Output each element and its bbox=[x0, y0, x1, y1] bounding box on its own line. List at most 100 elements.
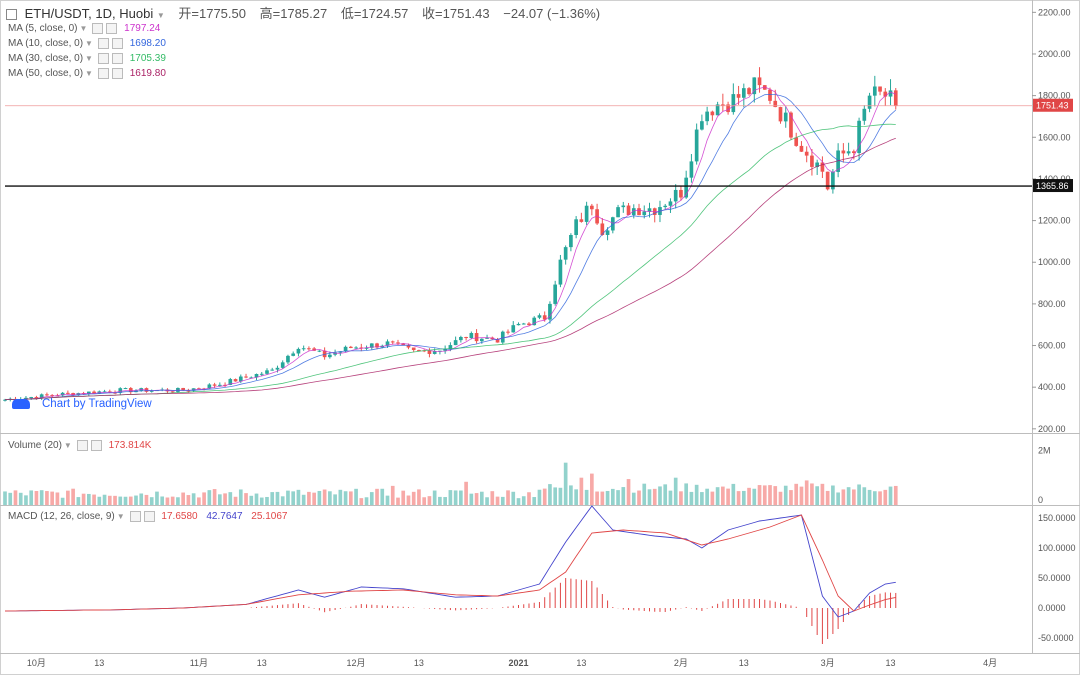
candle bbox=[118, 388, 123, 393]
volume-bar bbox=[474, 493, 479, 505]
ma10-legend[interactable]: MA (10, close, 0) ▼ 1698.20 bbox=[8, 38, 166, 49]
close-icon[interactable] bbox=[111, 38, 123, 49]
volume-bar bbox=[852, 489, 856, 505]
candle bbox=[621, 205, 626, 208]
ma5-label: MA (5, close, 0) bbox=[8, 23, 78, 35]
volume-bar bbox=[453, 490, 458, 505]
volume-bar bbox=[810, 483, 814, 505]
chevron-down-icon[interactable]: ▼ bbox=[63, 441, 72, 451]
ma10-label: MA (10, close, 0) bbox=[8, 38, 84, 50]
volume-bar bbox=[626, 479, 631, 505]
candle bbox=[432, 351, 437, 354]
horizontal-level-label: 1365.86 bbox=[1036, 181, 1069, 191]
candle bbox=[34, 397, 39, 399]
candle bbox=[679, 189, 683, 198]
volume-bar bbox=[333, 494, 337, 505]
candle bbox=[369, 343, 374, 348]
candle bbox=[516, 323, 521, 326]
close-icon[interactable] bbox=[143, 511, 155, 522]
settings-icon[interactable] bbox=[97, 68, 109, 79]
volume-bar bbox=[322, 489, 327, 505]
candle bbox=[453, 340, 458, 346]
candle bbox=[893, 90, 898, 106]
volume-bar bbox=[762, 485, 767, 505]
candle bbox=[479, 338, 484, 342]
candle bbox=[783, 112, 788, 122]
chevron-down-icon[interactable]: ▼ bbox=[85, 69, 93, 79]
volume-bar bbox=[820, 483, 825, 505]
close-icon[interactable] bbox=[111, 53, 123, 64]
candle bbox=[548, 303, 552, 320]
candle bbox=[427, 350, 432, 354]
candle bbox=[259, 373, 264, 375]
close-icon[interactable] bbox=[90, 440, 102, 451]
volume-bar bbox=[60, 497, 65, 505]
chevron-down-icon[interactable]: ▼ bbox=[116, 512, 125, 522]
volume-bar bbox=[694, 484, 699, 505]
candle bbox=[804, 151, 809, 156]
ma5-legend[interactable]: MA (5, close, 0) ▼ 1797.24 bbox=[8, 23, 160, 34]
low-value: 低=1724.57 bbox=[340, 6, 409, 21]
candle bbox=[244, 376, 248, 378]
ma30-legend[interactable]: MA (30, close, 0) ▼ 1705.39 bbox=[8, 53, 166, 64]
ma30-label: MA (30, close, 0) bbox=[8, 53, 84, 65]
tradingview-watermark[interactable]: Chart by TradingView bbox=[12, 398, 152, 410]
volume-bar bbox=[705, 488, 709, 505]
chevron-down-icon[interactable]: ▼ bbox=[79, 24, 88, 34]
settings-icon[interactable] bbox=[97, 38, 109, 49]
candle bbox=[773, 100, 778, 108]
volume-bar bbox=[595, 491, 599, 505]
volume-legend[interactable]: Volume (20) ▼ 173.814K bbox=[8, 440, 151, 451]
volume-bar bbox=[328, 491, 332, 505]
chevron-down-icon[interactable]: ▼ bbox=[85, 39, 93, 49]
volume-bar bbox=[799, 486, 804, 505]
volume-bar bbox=[233, 496, 238, 505]
macd-legend[interactable]: MACD (12, 26, close, 9) ▼ 17.6580 42.7647… bbox=[8, 511, 287, 522]
volume-bar bbox=[123, 496, 128, 505]
settings-icon[interactable] bbox=[92, 23, 104, 34]
signal-line bbox=[4, 514, 896, 612]
macd-label: MACD (12, 26, close, 9) bbox=[8, 511, 115, 523]
candle bbox=[558, 259, 563, 285]
settings-icon[interactable] bbox=[97, 53, 109, 64]
chevron-down-icon[interactable]: ▼ bbox=[85, 54, 93, 64]
volume-bar bbox=[259, 497, 264, 505]
volume-bar bbox=[348, 491, 353, 505]
volume-bar bbox=[726, 488, 730, 505]
ma50-legend[interactable]: MA (50, close, 0) ▼ 1619.80 bbox=[8, 68, 166, 79]
candle bbox=[474, 333, 479, 342]
volume-bar bbox=[495, 496, 500, 505]
macd-line bbox=[4, 505, 896, 618]
volume-bar bbox=[39, 490, 44, 505]
close-icon[interactable] bbox=[106, 23, 118, 34]
x-tick-label: 2月 bbox=[674, 658, 688, 668]
candle bbox=[736, 94, 741, 98]
volume-bar bbox=[24, 495, 28, 505]
symbol-label[interactable]: ETH/USDT, 1D, Huobi bbox=[24, 6, 154, 21]
candle bbox=[186, 390, 191, 392]
volume-bar bbox=[783, 485, 788, 505]
volume-bar bbox=[642, 483, 647, 505]
candle bbox=[831, 171, 835, 190]
candle bbox=[102, 391, 107, 393]
volume-bar bbox=[375, 488, 379, 505]
settings-icon[interactable] bbox=[76, 440, 88, 451]
candle bbox=[631, 208, 636, 216]
volume-bar bbox=[668, 490, 673, 505]
volume-bar bbox=[155, 491, 159, 505]
ma10-line bbox=[4, 93, 897, 401]
volume-bar bbox=[406, 495, 411, 505]
candle bbox=[364, 347, 369, 349]
settings-icon[interactable] bbox=[129, 511, 141, 522]
candle bbox=[280, 362, 285, 368]
candle bbox=[637, 208, 641, 216]
candle bbox=[254, 373, 259, 378]
volume-bar bbox=[265, 496, 269, 505]
chevron-down-icon[interactable]: ▼ bbox=[156, 11, 165, 20]
close-icon[interactable] bbox=[111, 68, 123, 79]
x-tick-label: 13 bbox=[886, 658, 896, 668]
volume-bar bbox=[396, 497, 400, 505]
collapse-icon[interactable] bbox=[6, 9, 17, 21]
candle bbox=[741, 88, 746, 98]
